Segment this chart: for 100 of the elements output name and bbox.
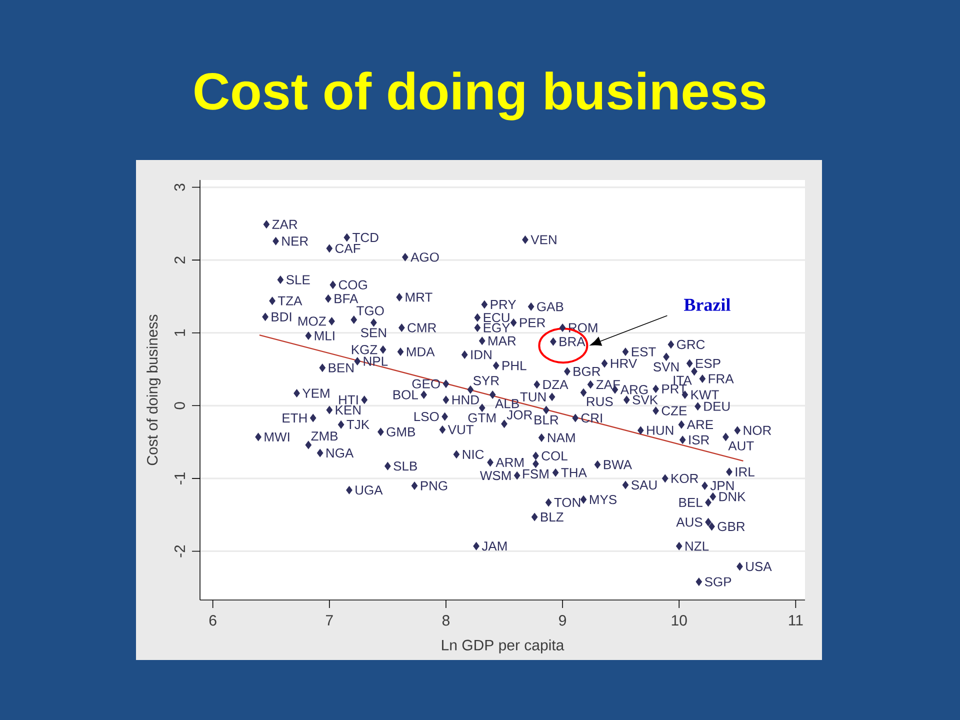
data-label: ARG	[620, 385, 648, 394]
y-tick-label: 2	[174, 256, 185, 264]
data-label: KOR	[672, 474, 698, 484]
y-tick-label: 1	[174, 329, 185, 336]
data-label: GMB	[386, 427, 415, 436]
data-label: JAM	[482, 542, 507, 551]
data-label: SGP	[704, 577, 732, 586]
data-label: KEN	[336, 406, 360, 414]
data-label: HUN	[647, 426, 674, 435]
data-label: MWI	[264, 432, 290, 442]
y-tick-label: 0	[174, 402, 185, 410]
chart-title: Cost of doing business	[194, 72, 766, 120]
x-tick-label: 9	[559, 615, 566, 626]
data-label: PRT	[662, 384, 687, 394]
data-label: CRI	[581, 413, 602, 423]
data-label: ARE	[686, 420, 713, 430]
data-label: HND	[452, 395, 479, 404]
data-label: MAR	[488, 336, 516, 346]
data-label: BFA	[334, 294, 358, 304]
data-label: KWT	[691, 390, 719, 400]
data-label: VUT	[448, 425, 474, 434]
data-label: CMR	[408, 323, 436, 332]
data-label: BOL	[393, 390, 418, 400]
data-label: JOR	[506, 410, 532, 420]
data-label: BEL	[679, 498, 702, 507]
data-label: TUN	[520, 392, 546, 402]
data-label: SLB	[394, 461, 417, 471]
data-label: CZE	[662, 406, 687, 416]
data-label: AGO	[410, 252, 439, 262]
data-label: SEN	[360, 328, 386, 338]
data-label: BEN	[328, 363, 354, 372]
data-label: DZA	[543, 380, 568, 390]
data-label: MRT	[406, 292, 432, 302]
x-tick-label: 11	[789, 615, 803, 626]
data-label: NZL	[686, 542, 709, 551]
data-label: ECU	[484, 312, 510, 322]
data-label: TZA	[278, 296, 302, 306]
data-label: NIC	[462, 450, 484, 460]
data-label: NGA	[326, 448, 354, 458]
data-label: HTI	[339, 395, 358, 404]
y-tick-label: -1	[174, 472, 185, 484]
data-label: GTM	[468, 413, 496, 422]
data-label: GBR	[718, 522, 745, 532]
data-label: JPN	[710, 481, 734, 490]
data-label: ALB	[495, 399, 519, 408]
x-axis-title: Ln GDP per capita	[442, 639, 564, 654]
data-label: BLR	[534, 415, 558, 424]
y-axis-title: Cost of doing business	[146, 314, 161, 466]
data-label: YEM	[302, 388, 330, 398]
data-label: TGO	[356, 306, 384, 316]
data-label: FSM	[523, 469, 548, 478]
data-label: BDI	[272, 312, 292, 322]
data-label: ITA	[674, 376, 692, 385]
data-label: ZMB	[311, 432, 338, 441]
data-label: EGY	[484, 323, 510, 332]
data-label: GEO	[412, 379, 440, 388]
data-label: EST	[632, 347, 656, 356]
data-label: SVN	[654, 362, 679, 372]
data-label: NOR	[744, 426, 772, 435]
data-label: COL	[542, 451, 568, 460]
data-label: SYR	[473, 376, 499, 386]
data-label: NER	[282, 236, 308, 246]
data-label: COG	[338, 280, 367, 290]
data-label: NPL	[364, 356, 388, 366]
data-label: SLE	[286, 275, 310, 284]
data-label: GAB	[537, 302, 564, 312]
data-label: BGR	[574, 366, 600, 376]
data-label: UGA	[356, 485, 383, 495]
data-label: PHL	[502, 361, 526, 370]
data-label: BLZ	[541, 512, 564, 522]
data-label: AUS	[676, 518, 702, 527]
data-label: KGZ	[352, 345, 378, 354]
y-tick-label: 3	[174, 184, 185, 191]
data-label: DEU	[704, 402, 730, 411]
data-label: MOZ	[298, 316, 326, 326]
data-label: TCD	[352, 232, 378, 242]
data-label: VEN	[530, 235, 556, 244]
x-tick-label: 10	[672, 615, 687, 626]
data-label: SAU	[631, 480, 657, 490]
data-label: CAF	[335, 244, 360, 254]
data-label: FRA	[708, 374, 734, 384]
data-label: MLI	[314, 331, 334, 340]
data-label: HRV	[610, 358, 638, 368]
data-label: PNG	[420, 481, 448, 490]
data-label: BWA	[604, 460, 632, 470]
data-label: ISR	[689, 435, 710, 444]
data-label: ESP	[696, 358, 720, 368]
data-label: DNK	[719, 492, 746, 502]
data-label: LSO	[414, 412, 439, 422]
data-label: IDN	[471, 350, 492, 360]
data-label: WSM	[480, 470, 511, 480]
data-label: BRA	[560, 337, 586, 346]
data-label: PRY	[490, 300, 516, 309]
x-tick-label: 6	[209, 615, 216, 626]
data-label: IRL	[736, 467, 754, 476]
data-label: ARM	[496, 458, 524, 467]
data-label: TON	[554, 498, 580, 508]
data-label: ZAF	[596, 380, 620, 390]
annotation: Brazil	[684, 298, 730, 311]
data-label: PER	[520, 318, 546, 328]
